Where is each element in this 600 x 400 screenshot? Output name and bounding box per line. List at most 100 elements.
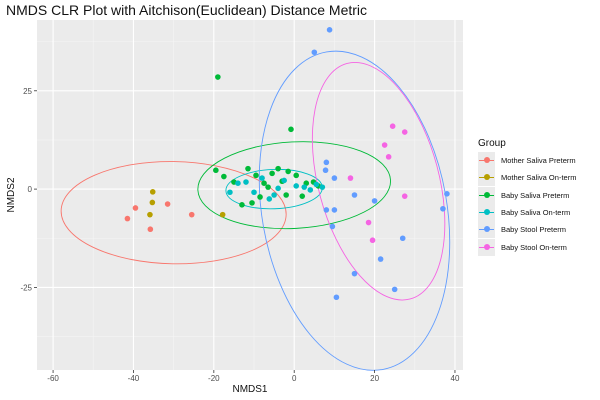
legend-label: Baby Saliva On-term — [501, 208, 571, 218]
grid-minor-lines — [37, 20, 463, 370]
point-baby-stool-preterm — [311, 49, 318, 56]
legend-key — [478, 204, 495, 222]
point-baby-stool-preterm — [329, 223, 336, 230]
legend-key — [478, 152, 495, 170]
legend: Group Mother Saliva Preterm Mother Saliva… — [478, 138, 598, 256]
point-baby-saliva-on-term — [275, 185, 281, 192]
point-baby-stool-on-term — [401, 129, 408, 135]
point-baby-saliva-on-term — [301, 184, 308, 190]
x-tick-label: 0 — [292, 374, 297, 383]
point-baby-saliva-on-term — [313, 181, 320, 188]
point-baby-stool-on-term — [401, 193, 408, 199]
chart-title: NMDS CLR Plot with Aitchison(Euclidean) … — [6, 2, 368, 18]
legend-key — [478, 221, 495, 239]
point-baby-stool-preterm — [399, 235, 406, 242]
point-baby-saliva-on-term — [227, 189, 233, 196]
point-mother-saliva-on-term — [149, 189, 156, 195]
legend-item-baby-stool-on-term: Baby Stool On-term — [478, 238, 598, 256]
x-tick-label: -60 — [47, 374, 59, 383]
legend-dot — [484, 226, 490, 233]
point-mother-saliva-preterm — [147, 226, 154, 233]
ellipse-mother-saliva-preterm — [60, 161, 287, 265]
point-mother-saliva-on-term — [147, 211, 153, 218]
point-mother-saliva-on-term — [219, 211, 226, 218]
legend-label: Mother Saliva Preterm — [501, 156, 576, 166]
point-baby-stool-on-term — [365, 219, 372, 226]
point-baby-stool-preterm — [331, 207, 338, 213]
point-baby-saliva-preterm — [215, 74, 221, 80]
legend-key — [478, 169, 495, 187]
legend-item-baby-saliva-preterm: Baby Saliva Preterm — [478, 186, 598, 204]
point-baby-saliva-preterm — [249, 200, 255, 206]
point-baby-stool-preterm — [351, 192, 358, 198]
point-baby-saliva-preterm — [261, 180, 267, 187]
point-baby-saliva-preterm — [283, 192, 289, 198]
point-baby-stool-preterm — [322, 167, 329, 174]
ellipse-baby-stool-on-term — [311, 62, 446, 301]
point-baby-saliva-preterm — [245, 165, 251, 172]
point-baby-saliva-preterm — [269, 170, 275, 177]
x-axis-ticks: -60 -40 -20 0 20 40 — [47, 370, 460, 383]
point-mother-saliva-preterm — [188, 211, 195, 218]
y-tick-label: 0 — [28, 185, 33, 194]
legend-key — [478, 186, 495, 204]
point-baby-saliva-preterm — [221, 173, 227, 180]
point-mother-saliva-preterm — [124, 215, 131, 222]
point-baby-saliva-preterm — [265, 184, 271, 190]
point-baby-saliva-on-term — [281, 177, 287, 184]
point-baby-stool-preterm — [440, 205, 446, 212]
legend-dot — [484, 157, 490, 164]
data-points — [124, 27, 450, 301]
point-baby-saliva-on-term — [235, 180, 241, 187]
plot-panel — [37, 20, 463, 370]
point-baby-saliva-on-term — [243, 179, 249, 185]
point-baby-stool-on-term — [385, 154, 392, 160]
x-axis-title: NMDS1 — [232, 384, 267, 395]
x-tick-label: -40 — [128, 374, 140, 383]
legend-item-mother-saliva-on-term: Mother Saliva On-term — [478, 169, 598, 187]
point-baby-saliva-on-term — [266, 196, 273, 202]
x-tick-label: -20 — [208, 374, 220, 383]
y-axis-title: NMDS2 — [6, 177, 17, 212]
legend-item-baby-stool-preterm: Baby Stool Preterm — [478, 221, 598, 239]
y-tick-label: 25 — [23, 87, 32, 96]
legend-item-mother-saliva-preterm: Mother Saliva Preterm — [478, 152, 598, 170]
legend-title: Group — [478, 138, 506, 149]
y-tick-label: -25 — [20, 283, 32, 292]
point-baby-saliva-on-term — [251, 189, 257, 196]
point-baby-saliva-on-term — [319, 184, 326, 190]
point-baby-saliva-preterm — [275, 165, 281, 172]
point-baby-stool-preterm — [444, 191, 450, 197]
legend-label: Baby Stool On-term — [501, 242, 567, 252]
x-tick-label: 40 — [451, 374, 460, 383]
point-baby-stool-preterm — [351, 270, 358, 277]
point-mother-saliva-preterm — [132, 205, 139, 211]
point-baby-saliva-preterm — [299, 193, 306, 199]
legend-item-baby-saliva-on-term: Baby Saliva On-term — [478, 204, 598, 222]
y-axis-ticks: -25 0 25 — [20, 87, 37, 292]
point-baby-stool-on-term — [389, 123, 396, 129]
point-baby-saliva-preterm — [253, 172, 259, 179]
point-baby-stool-preterm — [326, 27, 333, 33]
point-mother-saliva-preterm — [164, 201, 171, 207]
point-baby-saliva-on-term — [307, 187, 314, 193]
point-baby-stool-preterm — [323, 207, 330, 213]
point-baby-saliva-on-term — [271, 192, 277, 198]
legend-key — [478, 238, 495, 256]
point-baby-stool-preterm — [377, 256, 384, 262]
point-baby-saliva-preterm — [293, 172, 300, 179]
point-baby-stool-preterm — [323, 159, 330, 166]
point-baby-saliva-preterm — [239, 202, 245, 208]
legend-label: Mother Saliva On-term — [501, 173, 577, 183]
point-baby-stool-preterm — [333, 294, 340, 301]
point-baby-saliva-preterm — [288, 126, 294, 133]
legend-dot — [484, 209, 490, 216]
point-baby-stool-preterm — [391, 286, 398, 293]
legend-items: Mother Saliva Preterm Mother Saliva On-te… — [478, 152, 598, 256]
legend-dot — [484, 174, 490, 181]
legend-dot — [484, 243, 490, 250]
legend-label: Baby Saliva Preterm — [501, 190, 570, 200]
point-baby-stool-preterm — [331, 175, 338, 181]
point-baby-saliva-on-term — [293, 183, 300, 189]
